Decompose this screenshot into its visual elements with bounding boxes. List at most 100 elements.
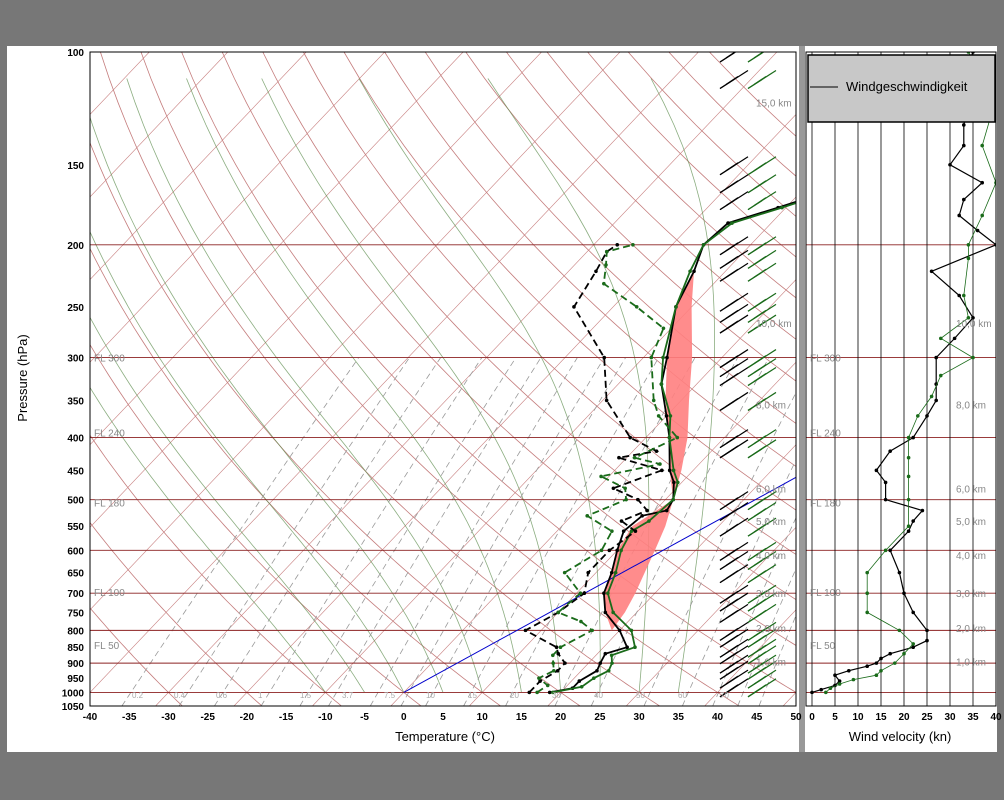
sounding-point <box>562 570 567 575</box>
wind-point <box>962 293 966 298</box>
sounding-point <box>692 269 696 274</box>
reference-line <box>403 476 796 693</box>
wind-barb <box>747 541 777 561</box>
wind-barb <box>719 191 749 211</box>
sounding-point <box>701 242 706 247</box>
sounding-point <box>552 668 556 673</box>
sounding-point <box>667 435 672 440</box>
wind-barb <box>719 236 749 256</box>
sounding-point <box>598 661 603 665</box>
flight-level-label: FL 100 <box>810 588 841 599</box>
wind-barb <box>747 654 777 674</box>
wind-point <box>851 677 856 682</box>
wind-point <box>971 315 975 320</box>
sounding-point <box>554 645 559 650</box>
wind-barb-flag <box>725 590 739 600</box>
wind-point <box>865 664 869 668</box>
mixing-ratio-line <box>328 357 542 706</box>
x-axis-title: Temperature (°C) <box>395 729 495 744</box>
wind-barb-flag <box>753 598 767 608</box>
wind-barb <box>747 638 777 658</box>
wind-barb-flag <box>753 590 767 600</box>
sounding-point <box>675 435 680 440</box>
wind-barb-flag <box>725 309 739 319</box>
sounding-point <box>602 281 606 286</box>
sounding-point <box>619 548 623 553</box>
wind-barb <box>747 429 777 449</box>
height-label: 6,0 km <box>756 484 786 495</box>
sounding-point <box>621 529 626 533</box>
sounding-point <box>556 651 561 656</box>
mixing-ratio-label: 20 <box>510 691 519 700</box>
y-tick-label: 600 <box>67 546 84 557</box>
mixing-ratio-label: 40 <box>594 691 603 700</box>
sounding-point <box>609 653 614 658</box>
sounding-point <box>595 668 599 673</box>
wind-point <box>833 673 837 678</box>
x-tick-label: -40 <box>83 712 98 723</box>
wind-point <box>893 661 897 665</box>
isotherm <box>312 196 796 706</box>
mixing-ratio-line <box>590 357 770 706</box>
sounding-point <box>628 435 632 440</box>
x-tick-label: -25 <box>200 712 215 723</box>
wind-barb <box>719 358 749 378</box>
y-tick-label: 550 <box>67 522 84 533</box>
wind-barb-flag <box>753 675 767 685</box>
sounding-point <box>665 355 669 360</box>
wind-barb-flag <box>725 660 739 670</box>
wind-point <box>879 656 883 661</box>
height-label: 15,0 km <box>756 99 792 110</box>
wind-barb-flag <box>753 373 767 383</box>
sounding-point <box>577 679 582 683</box>
wind-point <box>911 610 915 615</box>
wind-barb-flag <box>753 355 767 365</box>
wind-barb-flag <box>753 364 767 374</box>
wind-point <box>980 213 984 218</box>
wind-point <box>906 529 911 533</box>
sounding-point <box>660 468 664 473</box>
wind-barb-flag <box>725 355 739 365</box>
dry-adiabat <box>90 141 581 706</box>
wind-barb <box>719 439 749 459</box>
wind-barb-flag <box>725 675 739 685</box>
x-tick-label: -15 <box>279 712 294 723</box>
sounding-point <box>649 355 654 360</box>
wind-barb-flag <box>725 242 739 252</box>
wind-barb <box>747 52 765 63</box>
mixing-ratio-line <box>260 357 483 706</box>
wind-barb <box>719 249 749 269</box>
wind-barb-flag <box>753 435 767 445</box>
sounding-point <box>551 653 555 658</box>
wind-barb <box>719 584 749 604</box>
flight-level-label: FL 180 <box>94 498 125 509</box>
dry-adiabat <box>140 52 740 706</box>
wind-point <box>929 394 934 399</box>
wind-point <box>952 336 957 341</box>
wind-barb <box>747 314 777 334</box>
height-label: 3,0 km <box>756 589 786 600</box>
wind-x-tick-label: 5 <box>832 712 838 723</box>
isotherm <box>90 52 464 446</box>
wind-barb <box>747 191 777 211</box>
y-tick-label: 1050 <box>62 702 85 713</box>
wind-barb-flag <box>725 52 737 59</box>
sounding-point <box>535 690 539 695</box>
wind-barb <box>719 678 749 698</box>
wind-barb-flag <box>725 644 739 654</box>
sounding-point <box>636 497 640 502</box>
mixing-ratio-label: 50 <box>636 691 645 700</box>
bottom-bar <box>0 752 1004 800</box>
wind-barb <box>747 292 777 312</box>
wind-barb-flag <box>753 627 767 637</box>
isotherm <box>90 52 542 528</box>
height-label: 2,0 km <box>956 624 986 635</box>
wind-barb-flag <box>725 373 739 383</box>
wind-point <box>874 673 879 678</box>
mixing-ratio-label: 1.5 <box>300 691 312 700</box>
y-tick-label: 350 <box>67 396 84 407</box>
x-tick-label: 10 <box>477 712 489 723</box>
wind-barb-flag <box>725 598 739 608</box>
wind-barb <box>747 584 777 604</box>
y-tick-label: 450 <box>67 466 84 477</box>
